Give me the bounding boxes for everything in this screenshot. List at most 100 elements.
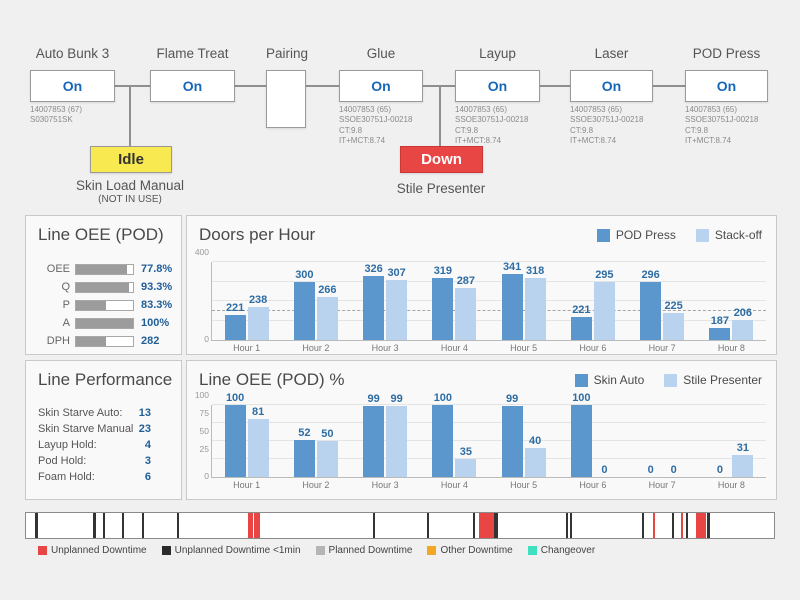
oee-row: P 83.3%	[34, 296, 173, 314]
performance-row-label: Foam Hold:	[38, 471, 95, 483]
stile-branch-line	[439, 86, 441, 146]
performance-row: Skin Starve Auto: 13	[38, 407, 151, 423]
bar-column: 221	[570, 304, 592, 340]
bar-value-label: 187	[710, 315, 730, 328]
oee-row: A 100%	[34, 314, 173, 332]
performance-row: Skin Starve Manual 23	[38, 423, 151, 439]
performance-row: Pod Hold: 3	[38, 455, 151, 471]
bar-column: 99	[501, 393, 523, 477]
x-axis-label: Hour 1	[233, 343, 261, 353]
bar-column: 225	[663, 301, 685, 340]
performance-row-value: 4	[144, 439, 151, 451]
performance-row-label: Skin Starve Manual	[38, 423, 134, 435]
bar-column: 40	[524, 435, 546, 477]
station-name: Laser	[594, 46, 629, 61]
target-line	[212, 309, 766, 311]
bar-value-label: 296	[641, 269, 660, 282]
bar-column: 318	[524, 265, 546, 340]
bar-stack-off	[593, 282, 615, 340]
oee-row-bar-fill	[76, 264, 128, 274]
bar-column: 287	[455, 275, 477, 340]
bar-column: 238	[247, 293, 269, 340]
performance-row: Foam Hold: 6	[38, 471, 151, 487]
bar-value-label: 341	[502, 260, 522, 273]
performance-row-label: Pod Hold:	[38, 455, 87, 467]
station-status-box[interactable]: On	[570, 70, 653, 102]
x-axis-label: Hour 8	[717, 480, 745, 490]
oee-row-bar-fill	[76, 282, 129, 292]
bar-skin-auto	[570, 405, 592, 477]
performance-row-value: 3	[144, 455, 151, 467]
oee-row-bar	[75, 281, 134, 293]
timeline-segment-black	[569, 513, 572, 538]
bar-column: 100	[224, 393, 246, 477]
station-status-box[interactable]: On	[30, 70, 115, 102]
oee-row-bar-fill	[76, 336, 107, 346]
bar-group: 300 266 Hour 2	[281, 262, 350, 353]
bar-stack-off	[386, 280, 408, 340]
performance-row-value: 23	[138, 423, 151, 435]
x-axis-label: Hour 7	[648, 480, 676, 490]
bar-pod-press	[293, 281, 315, 340]
downtime-legend-swatch	[161, 546, 171, 555]
bar-pod-press	[501, 273, 523, 340]
oee-row-value: 100%	[141, 317, 170, 329]
station-name: POD Press	[692, 46, 761, 61]
bar-value-label: 326	[364, 263, 383, 276]
x-axis-label: Hour 4	[440, 343, 468, 353]
oee-row-label: P	[62, 299, 70, 311]
station-status-box[interactable]: On	[455, 70, 540, 102]
bar-value-label: 99	[390, 392, 403, 405]
station-status-box[interactable]: On	[150, 70, 235, 102]
timeline-segment-red	[681, 513, 684, 538]
oee-row-value: 83.3%	[141, 299, 173, 311]
gridline	[212, 404, 766, 405]
timeline-segment-black	[473, 513, 476, 538]
performance-row-value: 13	[138, 407, 151, 419]
bar-column: 100	[570, 393, 592, 477]
bar-skin-auto	[501, 405, 523, 477]
oee-row: Q 93.3%	[34, 278, 173, 296]
station-status-box[interactable]: On	[339, 70, 423, 102]
bar-value-label: 99	[367, 392, 380, 405]
bar-value-label: 318	[525, 265, 545, 277]
bar-column: 326	[363, 263, 385, 340]
bar-column: 50	[316, 429, 338, 477]
station-status-box[interactable]	[266, 70, 306, 128]
bar-value-label: 307	[387, 267, 406, 280]
bar-value-label: 0	[647, 464, 654, 476]
gridline	[212, 261, 766, 262]
station-status-box[interactable]: On	[685, 70, 768, 102]
legend-item-skin-auto: Skin Auto	[574, 373, 644, 387]
bar-value-label: 31	[736, 441, 749, 454]
gridline	[212, 458, 766, 459]
x-axis-label: Hour 6	[579, 343, 607, 353]
y-axis-tick: 0	[204, 471, 209, 481]
process-flow: Auto Bunk 3 On 14007853 (67) S030751SK Flame…	[0, 0, 800, 210]
skin-load-status-box[interactable]: Idle	[90, 146, 172, 173]
bar-group: 99 40 Hour 5	[489, 393, 558, 490]
downtime-legend-label: Unplanned Downtime <1min	[174, 545, 301, 556]
bar-value-label: 100	[433, 392, 453, 404]
bar-groups: 100 81 Hour 1 52 50 Hour 2 99 99 Hour 3 100 35 Hour…	[212, 393, 766, 490]
bar-skin-auto	[432, 405, 454, 477]
bar-pod-press	[570, 317, 592, 340]
oee-pct-chart-legend: Skin Auto Stile Presenter	[574, 373, 762, 387]
oee-row-bar	[75, 263, 134, 275]
bar-value-label: 0	[716, 464, 723, 476]
stile-presenter-status-box[interactable]: Down	[400, 146, 483, 173]
timeline-segment-black	[494, 513, 499, 538]
timeline-segment-black	[103, 513, 106, 538]
downtime-legend-item: Planned Downtime	[315, 545, 412, 556]
bar-value-label: 266	[318, 284, 337, 297]
bar-column: 99	[386, 392, 408, 477]
bar-column: 52	[293, 427, 315, 477]
bar-skin-auto	[224, 405, 246, 477]
timeline-segment-red	[696, 513, 707, 538]
line-oee-panel: Line OEE (POD) OEE 77.8% Q 93.3% P 83.3% A 100%…	[25, 215, 182, 355]
bar-value-label: 221	[572, 304, 591, 316]
bar-value-label: 40	[529, 435, 542, 448]
bar-value-label: 35	[459, 446, 472, 458]
bar-value-label: 238	[248, 293, 268, 306]
y-axis-tick: 75	[199, 408, 209, 418]
